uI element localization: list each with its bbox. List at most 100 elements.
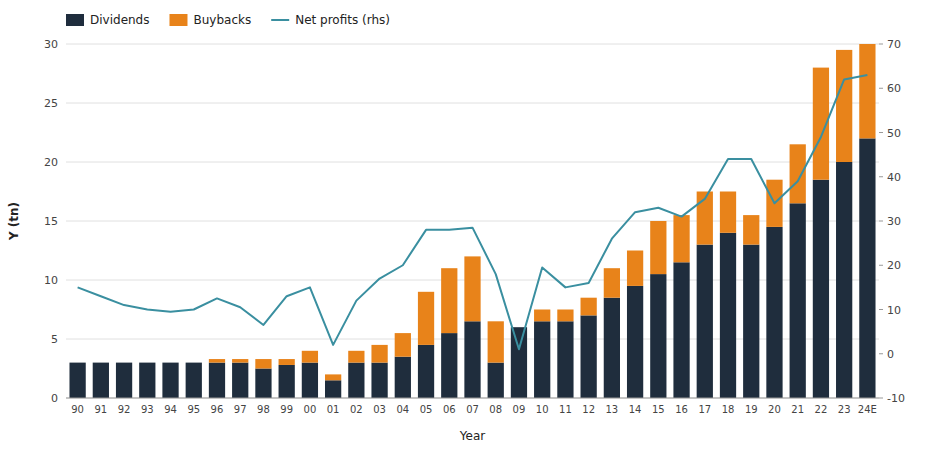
chart: 051015202530-100102030405060709091929394… bbox=[0, 0, 927, 454]
bar bbox=[116, 363, 132, 398]
legend-swatch bbox=[271, 19, 289, 21]
bar bbox=[813, 180, 829, 398]
x-tick-label: 02 bbox=[350, 404, 363, 415]
bar bbox=[511, 327, 527, 398]
legend-label: Dividends bbox=[90, 13, 149, 27]
bar bbox=[139, 363, 155, 398]
x-tick-label: 94 bbox=[164, 404, 177, 415]
x-tick-label: 20 bbox=[768, 404, 781, 415]
y2-tick-label: 30 bbox=[887, 215, 901, 228]
line bbox=[78, 75, 868, 349]
bar bbox=[186, 363, 202, 398]
bar bbox=[371, 363, 387, 398]
bar bbox=[441, 333, 457, 398]
bar bbox=[581, 298, 597, 316]
bar bbox=[371, 345, 387, 363]
bar bbox=[69, 362, 85, 363]
x-tick-label: 10 bbox=[536, 404, 549, 415]
x-axis-label: Year bbox=[459, 429, 485, 443]
x-tick-label: 12 bbox=[582, 404, 595, 415]
bar bbox=[766, 227, 782, 398]
bar bbox=[325, 374, 341, 380]
y2-tick-label: 10 bbox=[887, 304, 901, 317]
x-tick-label: 13 bbox=[606, 404, 619, 415]
bar bbox=[743, 245, 759, 398]
legend: DividendsBuybacksNet profits (rhs) bbox=[66, 13, 390, 27]
x-tick-label: 05 bbox=[420, 404, 433, 415]
bar bbox=[232, 359, 248, 363]
bar bbox=[395, 333, 411, 357]
x-axis-line bbox=[66, 398, 879, 399]
x-tick-label: 93 bbox=[141, 404, 154, 415]
y2-tick-label: 20 bbox=[887, 259, 901, 272]
bar bbox=[859, 138, 875, 398]
y2-tick-label: 40 bbox=[887, 171, 901, 184]
bar bbox=[395, 357, 411, 398]
bar bbox=[279, 365, 295, 398]
bar bbox=[534, 321, 550, 398]
bar bbox=[69, 363, 85, 398]
bar bbox=[93, 362, 109, 363]
bar bbox=[325, 380, 341, 398]
x-tick-label: 24E bbox=[858, 404, 877, 415]
legend-swatch bbox=[66, 14, 84, 26]
x-tick-label: 00 bbox=[304, 404, 317, 415]
y-tick-label: 5 bbox=[51, 333, 58, 346]
x-tick-label: 15 bbox=[652, 404, 665, 415]
bar bbox=[720, 233, 736, 398]
bar bbox=[348, 363, 364, 398]
bar bbox=[186, 362, 202, 363]
bar bbox=[302, 363, 318, 398]
y-tick-label: 25 bbox=[44, 97, 58, 110]
y2-tick bbox=[879, 176, 883, 177]
x-tick-label: 23 bbox=[838, 404, 851, 415]
bar bbox=[673, 215, 689, 262]
y2-tick bbox=[879, 44, 883, 45]
bar bbox=[255, 369, 271, 399]
bar bbox=[488, 363, 504, 398]
x-tick-label: 98 bbox=[257, 404, 270, 415]
x-tick-label: 06 bbox=[443, 404, 456, 415]
x-tick-label: 09 bbox=[513, 404, 526, 415]
bar bbox=[348, 351, 364, 363]
x-tick-label: 97 bbox=[234, 404, 247, 415]
y-axis-label: Y (tn) bbox=[7, 202, 21, 241]
grid-line bbox=[66, 44, 879, 45]
bar bbox=[209, 363, 225, 398]
x-tick-label: 22 bbox=[815, 404, 828, 415]
bar bbox=[836, 50, 852, 162]
bar bbox=[859, 44, 875, 138]
y-tick-label: 20 bbox=[44, 156, 58, 169]
y2-tick bbox=[879, 221, 883, 222]
bar bbox=[650, 221, 666, 274]
grid-line bbox=[66, 398, 879, 399]
y2-tick bbox=[879, 265, 883, 266]
y2-tick bbox=[879, 353, 883, 354]
y2-tick-label: -10 bbox=[887, 392, 905, 405]
bar bbox=[673, 262, 689, 398]
x-tick-label: 19 bbox=[745, 404, 758, 415]
bar bbox=[720, 192, 736, 233]
bar bbox=[418, 292, 434, 345]
bar bbox=[650, 274, 666, 398]
x-tick-label: 01 bbox=[327, 404, 340, 415]
bar bbox=[232, 363, 248, 398]
bar bbox=[627, 251, 643, 286]
bar bbox=[627, 286, 643, 398]
bar bbox=[418, 345, 434, 398]
y2-tick-label: 60 bbox=[887, 82, 901, 95]
y-tick-label: 30 bbox=[44, 38, 58, 51]
y2-tick-label: 50 bbox=[887, 127, 901, 140]
bar bbox=[441, 268, 457, 333]
bar bbox=[279, 359, 295, 365]
bar bbox=[697, 245, 713, 398]
x-tick-label: 08 bbox=[489, 404, 502, 415]
bar bbox=[162, 362, 178, 363]
y2-tick-label: 0 bbox=[887, 348, 894, 361]
bar bbox=[302, 351, 318, 363]
x-tick-label: 04 bbox=[396, 404, 409, 415]
bar bbox=[604, 298, 620, 398]
bar bbox=[743, 215, 759, 245]
y2-tick bbox=[879, 309, 883, 310]
bar bbox=[209, 359, 225, 363]
